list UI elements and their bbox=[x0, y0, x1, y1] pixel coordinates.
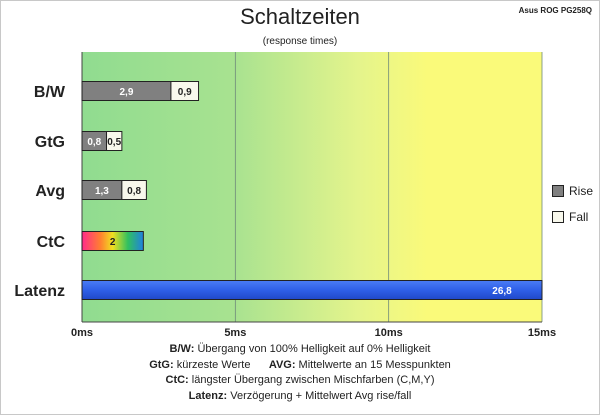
legend-swatch-fall bbox=[552, 211, 564, 223]
note-latenz: Latenz: Verzögerung + Mittelwert Avg ris… bbox=[188, 389, 412, 402]
bar-fall bbox=[170, 81, 200, 101]
monitor-model: Asus ROG PG258Q bbox=[518, 6, 592, 15]
legend-label-fall: Fall bbox=[569, 210, 589, 224]
note-bw: B/W: Übergang von 100% Helligkeit auf 0%… bbox=[169, 343, 431, 355]
category-label: B/W bbox=[34, 84, 66, 101]
category-label: Latenz bbox=[14, 283, 65, 300]
legend-item-fall: Fall bbox=[552, 204, 593, 230]
legend-item-rise: Rise bbox=[552, 178, 593, 204]
note-ctc: CtC: längster Übergang zwischen Mischfar… bbox=[165, 374, 435, 386]
chart-title: Schaltzeiten bbox=[240, 4, 360, 29]
rise-value-label: 2,9 bbox=[120, 87, 134, 98]
x-tick-label: 0ms bbox=[71, 327, 93, 339]
x-tick-label: 10ms bbox=[375, 327, 403, 339]
category-label: GtG bbox=[35, 134, 65, 151]
bar-latenz bbox=[81, 280, 543, 300]
rise-value-label: 0,8 bbox=[87, 137, 101, 148]
legend: Rise Fall bbox=[552, 178, 593, 230]
rise-value-label: 1,3 bbox=[95, 186, 109, 197]
response-time-chart: 0ms 5ms 10ms 15ms B/W GtG Avg CtC Latenz 2,9 0,9 0,… bbox=[14, 52, 556, 339]
legend-swatch-rise bbox=[552, 185, 564, 197]
category-label: CtC bbox=[37, 234, 66, 251]
bar-ctc bbox=[81, 231, 144, 251]
fall-value-label: 0,5 bbox=[107, 137, 121, 148]
bar-fall bbox=[121, 180, 147, 200]
legend-label-rise: Rise bbox=[569, 184, 594, 198]
latenz-value-label: 26,8 bbox=[492, 286, 512, 297]
x-tick-label: 15ms bbox=[528, 327, 556, 339]
ctc-value-label: 2 bbox=[110, 237, 116, 248]
fall-value-label: 0,8 bbox=[127, 186, 141, 197]
x-tick-label: 5ms bbox=[224, 327, 246, 339]
fall-value-label: 0,9 bbox=[178, 87, 192, 98]
notes: B/W: Übergang von 100% Helligkeit auf 0%… bbox=[0, 342, 600, 404]
bar-fall bbox=[106, 131, 123, 151]
chart-subtitle: (response times) bbox=[262, 36, 338, 47]
category-label: Avg bbox=[35, 183, 65, 200]
note-gtg-avg: GtG: kürzeste Werte AVG: Mittelwerte an … bbox=[149, 358, 451, 371]
